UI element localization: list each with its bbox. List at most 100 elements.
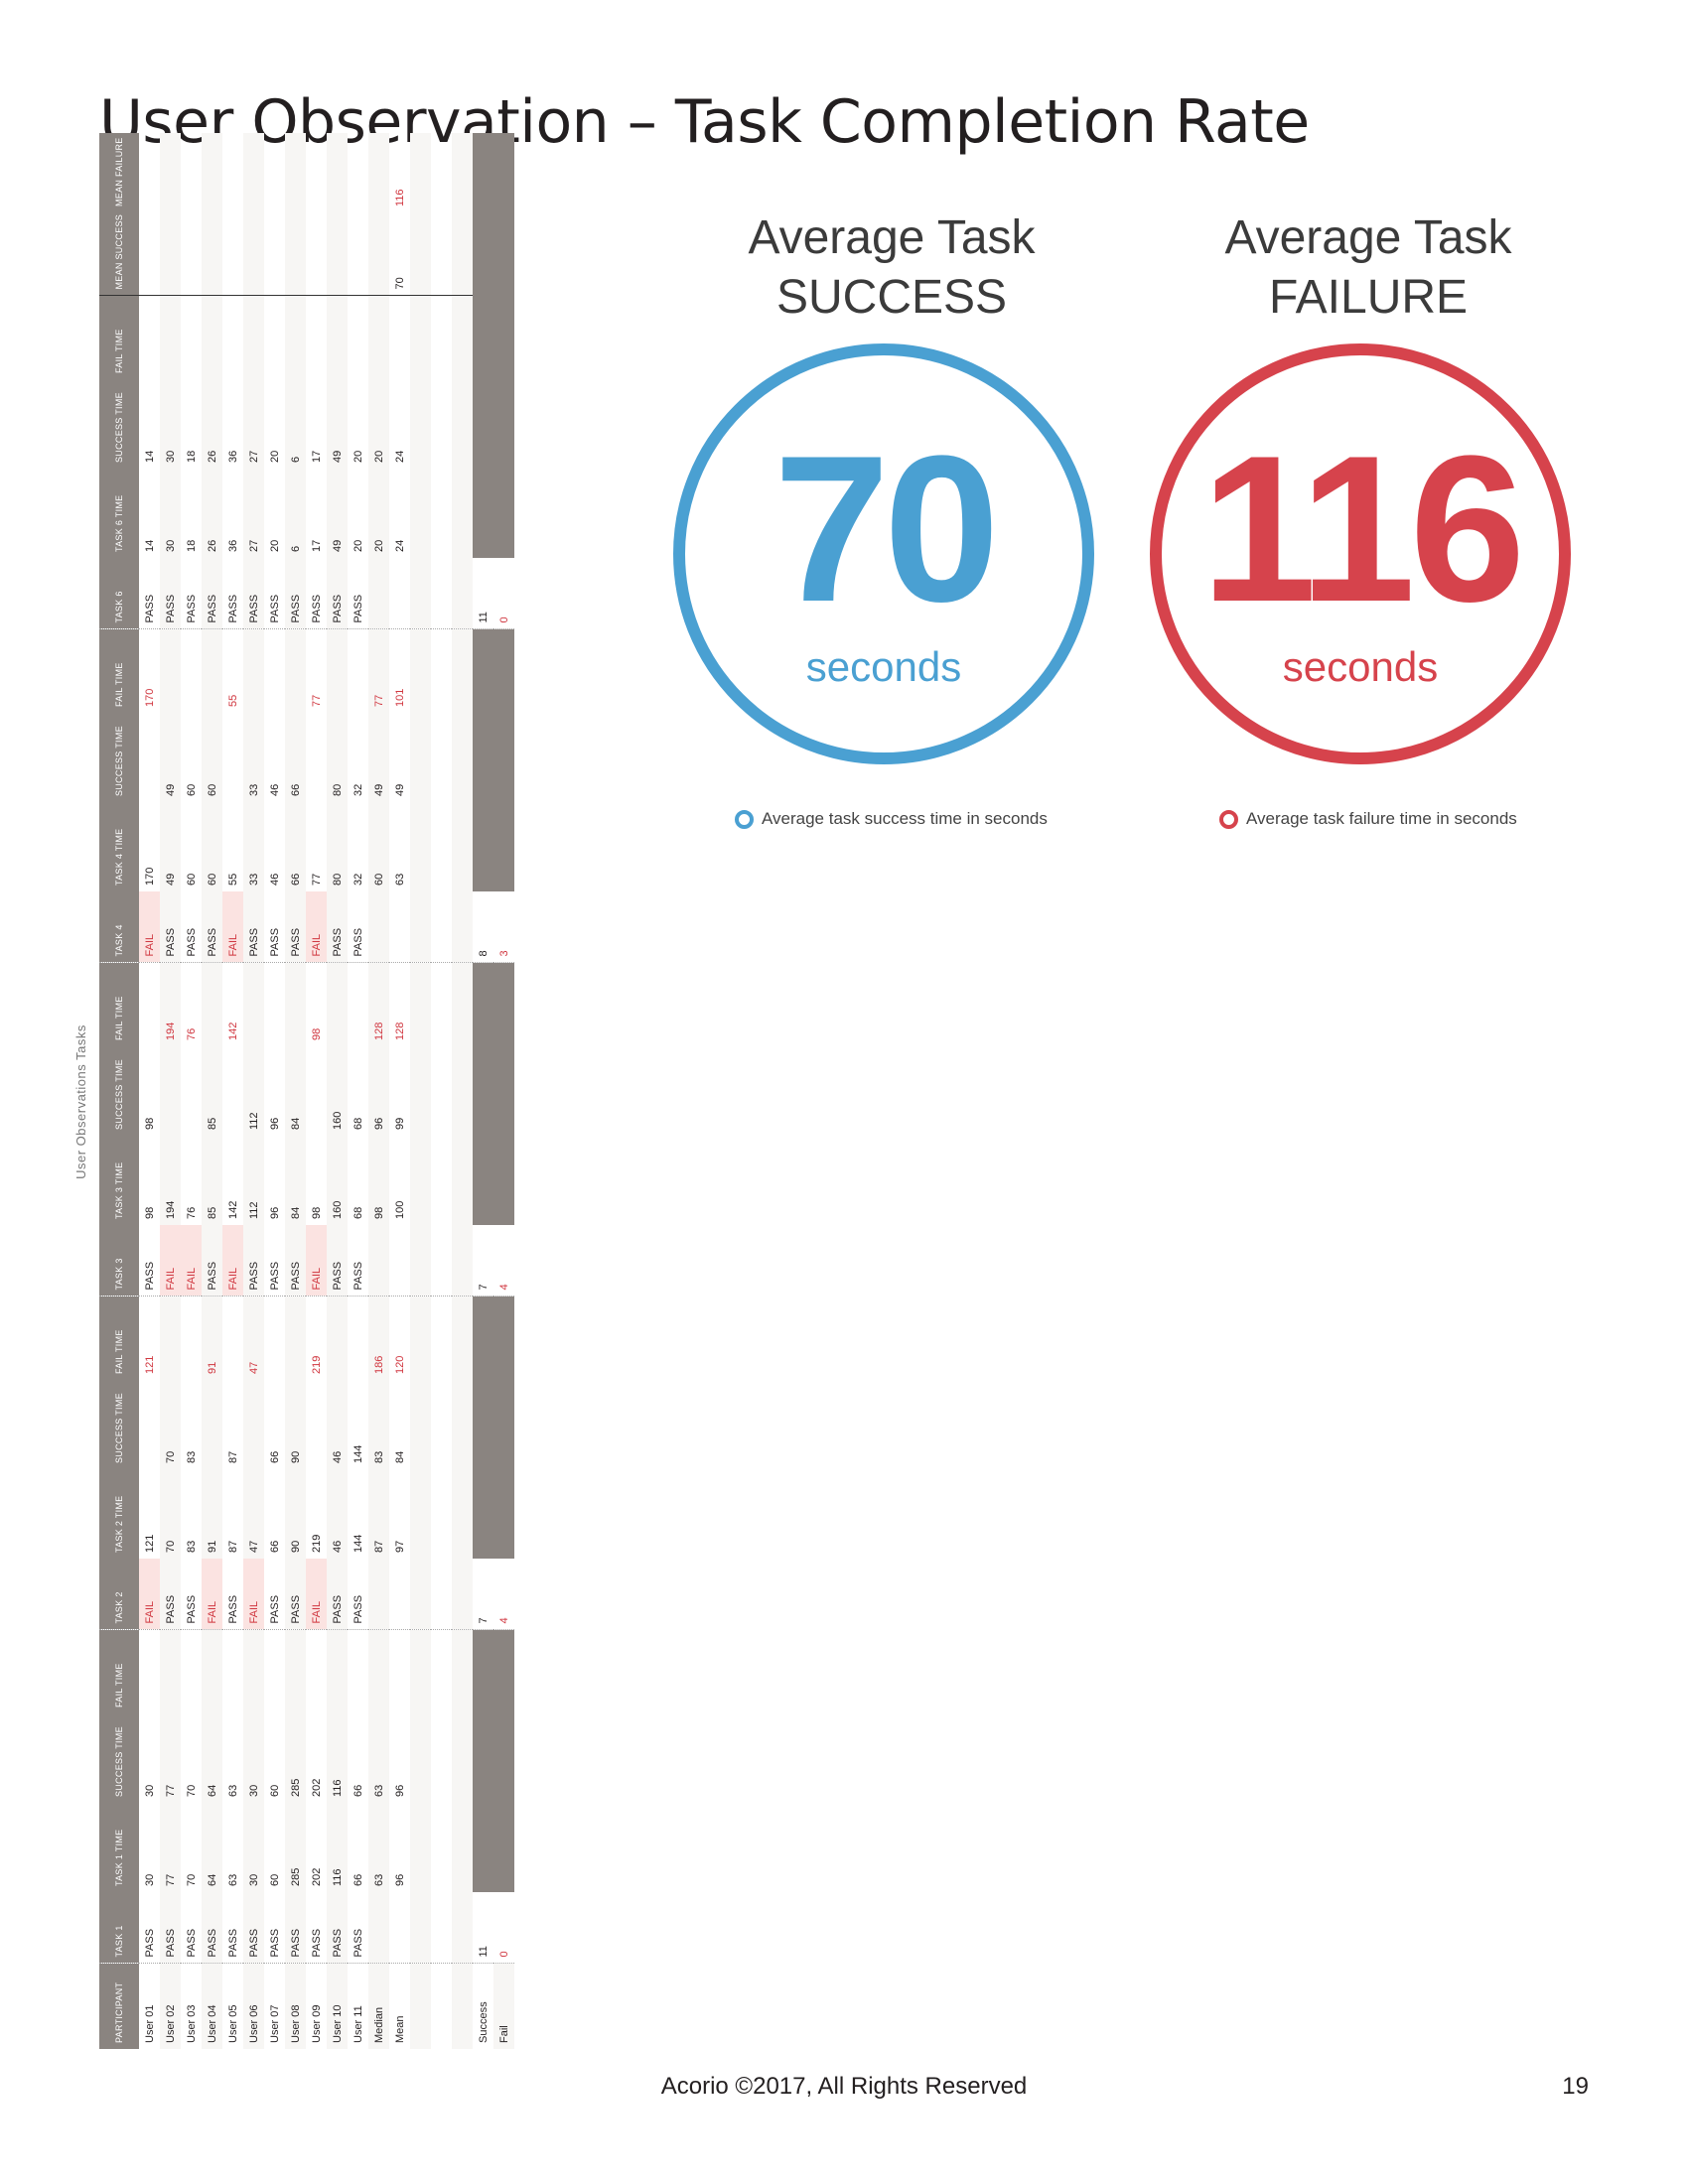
table-cell <box>368 133 389 212</box>
empty-cell <box>452 891 473 963</box>
table-cell <box>327 1630 348 1713</box>
empty-cell <box>473 296 493 379</box>
table-cell: 90 <box>285 1380 306 1469</box>
table-cell: 18 <box>185 450 198 463</box>
table-cell: 83 <box>368 1380 389 1469</box>
empty-cell <box>452 1964 473 2049</box>
table-cell <box>202 1380 222 1469</box>
failure-circle: 116 seconds <box>1150 343 1571 764</box>
table-cell: PASS <box>264 1892 285 1964</box>
table-cell: 84 <box>285 1046 306 1136</box>
empty-cell <box>410 963 431 1046</box>
table-cell: 98 <box>310 1206 323 1219</box>
table-cell <box>348 133 368 212</box>
empty-cell <box>493 1630 514 1713</box>
table-cell <box>222 133 243 212</box>
table-cell <box>181 296 202 379</box>
table-cell <box>160 133 181 212</box>
table-cell <box>389 1225 410 1297</box>
table-cell: 30 <box>243 1713 264 1803</box>
table-cell: PASS <box>285 1892 306 1964</box>
table-cell: 219 <box>310 1355 323 1374</box>
table-cell: 60 <box>202 713 222 802</box>
table-cell: 33 <box>243 802 264 891</box>
table-cell: 85 <box>202 1136 222 1225</box>
table-cell: 194 <box>160 1136 181 1225</box>
column-header: TASK 4 TIME <box>99 802 139 891</box>
table-cell: 219 <box>310 1534 323 1553</box>
failure-value: 116 <box>1200 412 1526 645</box>
table-cell: 60 <box>268 1784 281 1797</box>
table-cell <box>264 629 285 713</box>
table-cell: PASS <box>306 1892 327 1964</box>
table-cell: PASS <box>202 1892 222 1964</box>
table-cell: 121 <box>143 1355 156 1374</box>
table-cell: 170 <box>143 688 156 707</box>
empty-cell <box>452 1892 473 1964</box>
table-cell: 160 <box>327 1136 348 1225</box>
empty-cell <box>431 379 452 469</box>
empty-cell <box>431 1225 452 1297</box>
table-cell <box>368 296 389 379</box>
empty-cell <box>410 1964 431 2049</box>
empty-cell <box>431 469 452 558</box>
table-cell: PASS <box>348 1892 368 1964</box>
table-cell: 49 <box>327 469 348 558</box>
table-cell <box>222 1297 243 1380</box>
empty-cell <box>493 1297 514 1380</box>
table-cell: PASS <box>327 1225 348 1297</box>
empty-cell <box>493 133 514 212</box>
table-cell: Mean <box>393 2015 406 2043</box>
table-cell <box>348 963 368 1046</box>
column-header: PARTICIPANT <box>99 1964 139 2049</box>
table-cell: PASS <box>264 558 285 629</box>
table-cell: PASS <box>348 1225 368 1297</box>
empty-cell <box>493 1713 514 1803</box>
table-cell <box>222 1630 243 1713</box>
table-cell <box>348 629 368 713</box>
table-cell: 77 <box>310 694 323 707</box>
count-cell: 8 <box>473 891 493 963</box>
empty-cell <box>452 629 473 713</box>
table-cell: PASS <box>264 891 285 963</box>
empty-cell <box>431 713 452 802</box>
table-cell: 142 <box>226 1200 239 1219</box>
table-cell: 27 <box>243 379 264 469</box>
table-cell <box>139 1630 160 1713</box>
empty-cell <box>431 296 452 379</box>
empty-cell <box>431 1046 452 1136</box>
table-cell: PASS <box>306 558 327 629</box>
table-cell <box>306 212 327 296</box>
column-header: FAIL TIME <box>99 1630 139 1713</box>
table-cell: User 10 <box>327 1964 348 2049</box>
table-cell: 116 <box>327 1713 348 1803</box>
table-cell <box>181 212 202 296</box>
table-cell: User 04 <box>202 1964 222 2049</box>
column-header: TASK 6 TIME <box>99 469 139 558</box>
table-cell <box>348 296 368 379</box>
table-cell: 84 <box>285 1136 306 1225</box>
table-cell: 33 <box>243 713 264 802</box>
empty-cell <box>452 212 473 296</box>
table-cell: 120 <box>393 1355 406 1374</box>
table-row: User 06 PASS 30 30 FAIL 47 47 PASS 112 112 PASS 33 3… <box>243 133 264 2049</box>
column-header: TASK 3 TIME <box>99 1136 139 1225</box>
table-cell: 60 <box>185 873 198 886</box>
table-cell <box>181 1630 202 1713</box>
empty-cell <box>473 1297 493 1380</box>
table-row: Mean 96 96 97 84 120 100 99 128 63 49 101 24 24 70 116 <box>389 133 410 2049</box>
table-cell: PASS <box>181 891 202 963</box>
table-cell: FAIL <box>202 1559 222 1630</box>
empty-cell <box>410 1136 431 1225</box>
table-cell: FAIL <box>139 891 160 963</box>
success-count-row: Success 11 7 7 8 11 <box>473 133 493 2049</box>
empty-cell <box>452 296 473 379</box>
count-cell: 3 <box>493 891 514 963</box>
empty-cell <box>473 1630 493 1713</box>
count-cell: 7 <box>473 1225 493 1297</box>
table-cell: PASS <box>139 1892 160 1964</box>
table-cell <box>389 296 410 379</box>
empty-cell <box>452 1380 473 1469</box>
table-cell: 77 <box>160 1803 181 1892</box>
table-cell: 49 <box>160 713 181 802</box>
